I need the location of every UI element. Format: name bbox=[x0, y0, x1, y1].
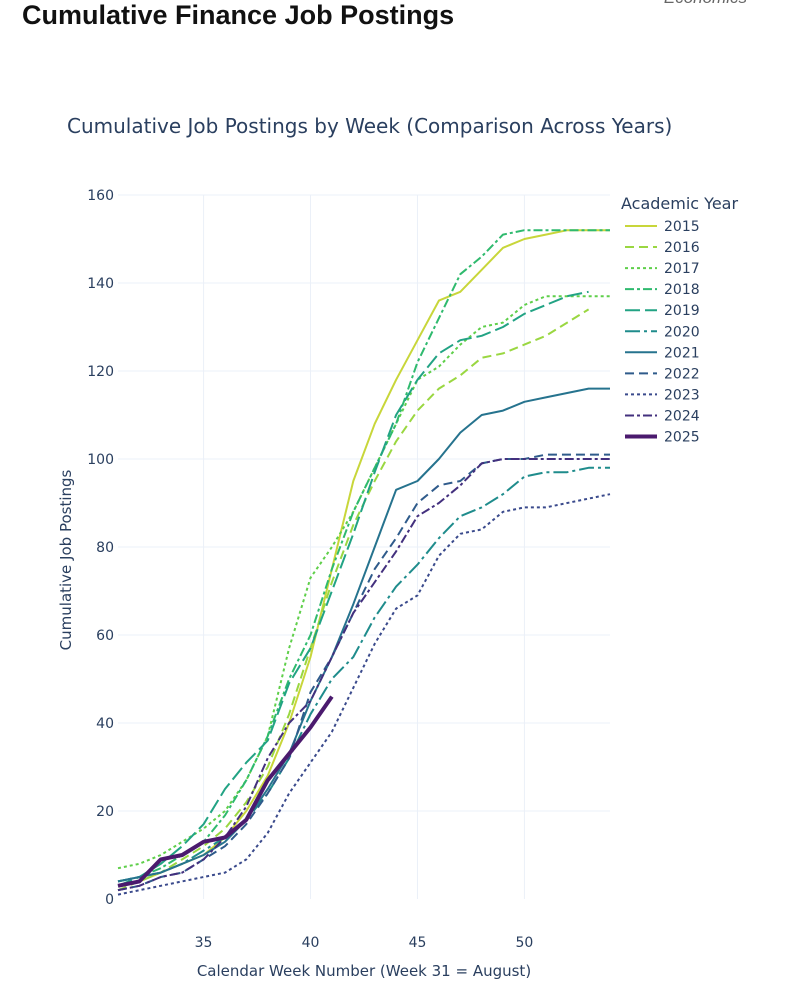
y-tick-label: 120 bbox=[87, 364, 114, 380]
x-axis-label: Calendar Week Number (Week 31 = August) bbox=[197, 962, 531, 980]
y-tick-label: 80 bbox=[96, 540, 114, 556]
y-tick-label: 40 bbox=[96, 716, 114, 732]
y-tick-label: 0 bbox=[105, 892, 114, 908]
axes: 0 20 40 60 80 100 120 140 160 35 40 45 50 bbox=[87, 188, 533, 951]
y-tick-label: 140 bbox=[87, 276, 114, 292]
page-title: Cumulative Finance Job Postings bbox=[22, 0, 455, 30]
y-tick-label: 60 bbox=[96, 628, 114, 644]
legend-label-2023[interactable]: 2023 bbox=[664, 387, 700, 403]
legend: Academic Year 2015 2016 2017 2018 2019 2020 202… bbox=[621, 194, 738, 446]
series-line-2020 bbox=[117, 466, 610, 883]
series-line-2023 bbox=[117, 493, 611, 896]
series-line-2015 bbox=[117, 229, 610, 887]
series-line-2019 bbox=[117, 290, 589, 887]
series-line-2025 bbox=[117, 695, 334, 888]
legend-label-2019[interactable]: 2019 bbox=[664, 303, 700, 319]
series-line-2022 bbox=[117, 453, 610, 892]
legend-label-2015[interactable]: 2015 bbox=[664, 219, 700, 235]
corner-note: Economics bbox=[664, 0, 747, 8]
series-line-2016 bbox=[117, 308, 590, 892]
legend-label-2021[interactable]: 2021 bbox=[664, 345, 700, 361]
legend-label-2025[interactable]: 2025 bbox=[664, 430, 700, 446]
grid-lines bbox=[118, 194, 610, 900]
series-line-2021 bbox=[117, 387, 610, 883]
legend-label-2017[interactable]: 2017 bbox=[664, 261, 700, 277]
legend-label-2016[interactable]: 2016 bbox=[664, 240, 700, 256]
series-line-2018 bbox=[117, 229, 610, 883]
legend-label-2018[interactable]: 2018 bbox=[664, 282, 700, 298]
series-line-2024 bbox=[117, 458, 610, 892]
x-tick-label: 40 bbox=[302, 935, 320, 951]
x-tick-label: 35 bbox=[195, 935, 213, 951]
x-tick-label: 45 bbox=[409, 935, 427, 951]
legend-label-2024[interactable]: 2024 bbox=[664, 408, 700, 424]
series-layer bbox=[117, 229, 611, 896]
y-tick-label: 20 bbox=[96, 804, 114, 820]
series-line-2017 bbox=[117, 295, 610, 870]
chart-title: Cumulative Job Postings by Week (Compari… bbox=[67, 114, 673, 138]
legend-label-2022[interactable]: 2022 bbox=[664, 366, 700, 382]
legend-label-2020[interactable]: 2020 bbox=[664, 324, 700, 340]
x-tick-label: 50 bbox=[516, 935, 534, 951]
legend-title: Academic Year bbox=[621, 194, 738, 213]
y-tick-label: 160 bbox=[87, 188, 114, 204]
y-tick-label: 100 bbox=[87, 452, 114, 468]
y-axis-label: Cumulative Job Postings bbox=[57, 469, 75, 650]
